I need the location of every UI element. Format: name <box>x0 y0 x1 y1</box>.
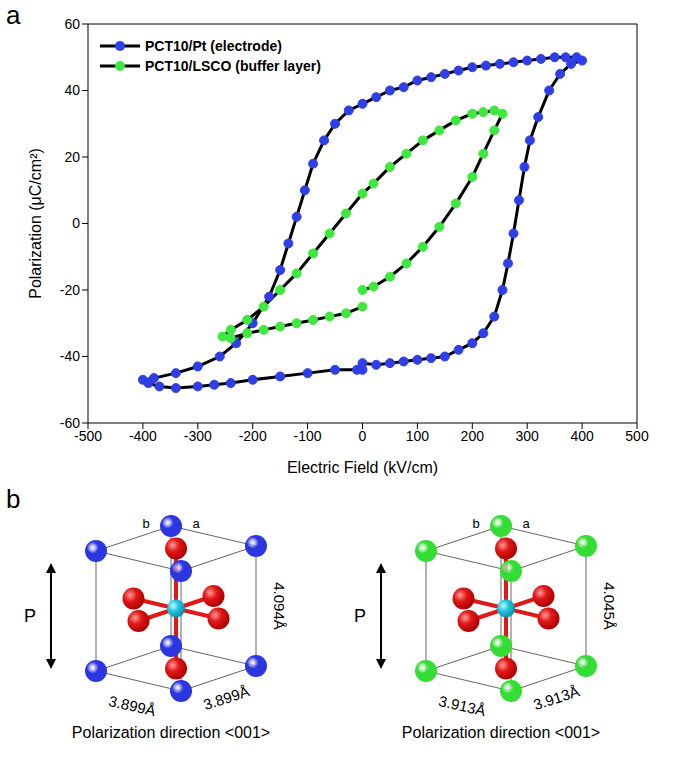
svg-text:3.899Å: 3.899Å <box>201 682 251 713</box>
svg-text:Electric Field (kV/cm): Electric Field (kV/cm) <box>287 459 438 476</box>
svg-text:60: 60 <box>64 16 80 32</box>
svg-text:100: 100 <box>406 428 430 444</box>
svg-text:200: 200 <box>461 428 485 444</box>
html-text:PCT10/LSCO (buffer layer): PCT10/LSCO (buffer layer) <box>145 58 321 74</box>
svg-text:4.045Å: 4.045Å <box>601 582 618 630</box>
svg-text:-100: -100 <box>294 428 322 444</box>
svg-text:b: b <box>472 516 479 531</box>
svg-text:0: 0 <box>72 215 80 231</box>
svg-text:-40: -40 <box>60 348 80 364</box>
svg-text:a: a <box>522 516 530 531</box>
svg-text:-300: -300 <box>184 428 212 444</box>
svg-text:-500: -500 <box>74 427 102 444</box>
svg-text:Polarization direction <001>: Polarization direction <001> <box>72 724 270 741</box>
svg-text:0: 0 <box>359 428 367 444</box>
svg-text:4.094Å: 4.094Å <box>271 582 288 630</box>
svg-text:P: P <box>354 606 366 626</box>
svg-text:-20: -20 <box>60 282 80 298</box>
html-text:a: a <box>6 0 21 30</box>
svg-text:b: b <box>142 516 149 531</box>
svg-text:Polarization direction <001>: Polarization direction <001> <box>402 724 600 741</box>
svg-text:-200: -200 <box>239 428 267 444</box>
svg-text:3.913Å: 3.913Å <box>437 692 487 719</box>
svg-text:-400: -400 <box>129 428 157 444</box>
svg-text:20: 20 <box>64 149 80 165</box>
svg-text:-60: -60 <box>60 415 80 431</box>
html-text:PCT10/Pt (electrode): PCT10/Pt (electrode) <box>145 38 282 54</box>
svg-text:500: 500 <box>625 428 649 444</box>
svg-text:400: 400 <box>570 428 594 444</box>
svg-text:3.913Å: 3.913Å <box>531 682 581 713</box>
svg-text:Polarization (μC/cm²): Polarization (μC/cm²) <box>27 148 44 299</box>
svg-text:3.899Å: 3.899Å <box>107 692 157 719</box>
svg-text:40: 40 <box>64 82 80 98</box>
html-text:b: b <box>6 484 21 514</box>
svg-text:a: a <box>192 516 200 531</box>
svg-text:300: 300 <box>516 428 540 444</box>
svg-text:P: P <box>24 606 36 626</box>
